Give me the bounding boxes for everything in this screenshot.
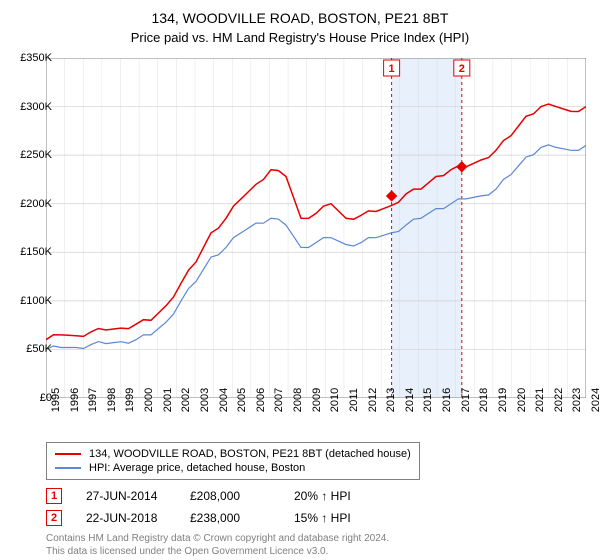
footer-line: Contains HM Land Registry data © Crown c… bbox=[46, 532, 389, 545]
x-tick-label: 2021 bbox=[534, 388, 546, 412]
x-tick-label: 2015 bbox=[422, 388, 434, 412]
footer-text: Contains HM Land Registry data © Crown c… bbox=[46, 532, 389, 558]
y-tick-label: £150K bbox=[20, 246, 52, 258]
legend-swatch bbox=[55, 467, 81, 469]
legend-item: HPI: Average price, detached house, Bost… bbox=[55, 461, 411, 475]
x-tick-label: 2018 bbox=[478, 388, 490, 412]
sale-marker-box: 1 bbox=[46, 488, 62, 504]
x-tick-label: 1997 bbox=[87, 388, 99, 412]
y-tick-label: £300K bbox=[20, 101, 52, 113]
x-tick-label: 2009 bbox=[311, 388, 323, 412]
sale-date: 27-JUN-2014 bbox=[86, 489, 166, 503]
legend-item: 134, WOODVILLE ROAD, BOSTON, PE21 8BT (d… bbox=[55, 447, 411, 461]
chart-container: 134, WOODVILLE ROAD, BOSTON, PE21 8BT Pr… bbox=[0, 0, 600, 560]
legend-label: 134, WOODVILLE ROAD, BOSTON, PE21 8BT (d… bbox=[89, 448, 411, 460]
sale-delta: 15% ↑ HPI bbox=[294, 511, 374, 525]
x-tick-label: 2006 bbox=[255, 388, 267, 412]
x-tick-label: 2003 bbox=[199, 388, 211, 412]
x-tick-label: 1995 bbox=[50, 388, 62, 412]
x-tick-label: 2020 bbox=[516, 388, 528, 412]
y-tick-label: £200K bbox=[20, 198, 52, 210]
sale-date: 22-JUN-2018 bbox=[86, 511, 166, 525]
y-tick-label: £350K bbox=[20, 52, 52, 64]
x-tick-label: 2022 bbox=[553, 388, 565, 412]
sale-row: 1 27-JUN-2014 £208,000 20% ↑ HPI bbox=[46, 488, 374, 504]
chart-subtitle: Price paid vs. HM Land Registry's House … bbox=[0, 26, 600, 45]
x-tick-label: 2024 bbox=[590, 388, 600, 412]
x-tick-label: 2014 bbox=[404, 388, 416, 412]
x-tick-label: 2012 bbox=[367, 388, 379, 412]
x-tick-label: 2008 bbox=[292, 388, 304, 412]
x-tick-label: 2016 bbox=[441, 388, 453, 412]
x-tick-label: 2019 bbox=[497, 388, 509, 412]
x-tick-label: 2005 bbox=[236, 388, 248, 412]
x-tick-label: 1998 bbox=[106, 388, 118, 412]
x-tick-label: 2010 bbox=[329, 388, 341, 412]
x-tick-label: 2000 bbox=[143, 388, 155, 412]
x-tick-label: 2004 bbox=[218, 388, 230, 412]
x-tick-label: 2001 bbox=[162, 388, 174, 412]
x-tick-label: 2013 bbox=[385, 388, 397, 412]
sale-marker-box: 2 bbox=[46, 510, 62, 526]
sale-row: 2 22-JUN-2018 £238,000 15% ↑ HPI bbox=[46, 510, 374, 526]
x-tick-label: 1996 bbox=[69, 388, 81, 412]
x-tick-label: 2007 bbox=[273, 388, 285, 412]
y-tick-label: £50K bbox=[26, 343, 52, 355]
legend-swatch bbox=[55, 453, 81, 455]
x-tick-label: 2017 bbox=[460, 388, 472, 412]
x-tick-label: 2011 bbox=[348, 388, 360, 412]
chart-title: 134, WOODVILLE ROAD, BOSTON, PE21 8BT bbox=[0, 0, 600, 26]
chart-svg: 12 bbox=[46, 58, 586, 398]
svg-text:2: 2 bbox=[459, 63, 465, 75]
x-tick-label: 2002 bbox=[180, 388, 192, 412]
sale-price: £208,000 bbox=[190, 489, 270, 503]
svg-text:1: 1 bbox=[389, 63, 395, 75]
chart-plot-area: 12 bbox=[46, 58, 586, 398]
legend-box: 134, WOODVILLE ROAD, BOSTON, PE21 8BT (d… bbox=[46, 442, 420, 480]
x-tick-label: 2023 bbox=[571, 388, 583, 412]
sale-price: £238,000 bbox=[190, 511, 270, 525]
footer-line: This data is licensed under the Open Gov… bbox=[46, 545, 389, 558]
legend-label: HPI: Average price, detached house, Bost… bbox=[89, 462, 305, 474]
y-tick-label: £250K bbox=[20, 149, 52, 161]
sale-delta: 20% ↑ HPI bbox=[294, 489, 374, 503]
y-tick-label: £100K bbox=[20, 295, 52, 307]
x-tick-label: 1999 bbox=[124, 388, 136, 412]
